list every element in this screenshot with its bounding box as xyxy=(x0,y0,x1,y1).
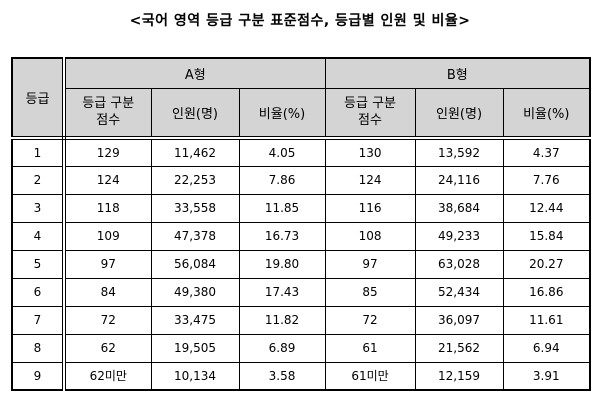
table-row: 2 124 22,253 7.86 124 24,116 7.76 xyxy=(11,165,591,195)
header-group-row: 등급 A형 B형 xyxy=(11,57,591,140)
b-score-cell: 72 xyxy=(324,305,416,335)
table-header: 등급 A형 B형 등급 구분 점수 인원(명) 비율(%) 등급 구분 점수 인… xyxy=(11,57,591,140)
a-score-cell: 97 xyxy=(63,249,152,279)
b-score-cell: 108 xyxy=(324,221,416,251)
header-a-score-line2: 점수 xyxy=(96,113,121,129)
header-a-ratio: 비율(%) xyxy=(238,87,326,140)
grade-cell: 2 xyxy=(11,165,66,195)
b-score-cell: 116 xyxy=(324,193,416,223)
b-count-cell: 38,684 xyxy=(414,193,504,223)
table-row: 7 72 33,475 11.82 72 36,097 11.61 xyxy=(11,305,591,335)
a-count-cell: 56,084 xyxy=(150,249,240,279)
table-row: 1 129 11,462 4.05 130 13,592 4.37 xyxy=(11,137,591,167)
b-count-cell: 24,116 xyxy=(414,165,504,195)
header-b-score-line1: 등급 구분 xyxy=(344,95,396,111)
b-ratio-cell: 4.37 xyxy=(502,137,591,167)
grade-cell: 7 xyxy=(11,305,66,335)
a-ratio-cell: 16.73 xyxy=(238,221,326,251)
table-row: 9 62미만 10,134 3.58 61미만 12,159 3.91 xyxy=(11,361,591,391)
header-a-score-line1: 등급 구분 xyxy=(82,95,135,111)
a-ratio-cell: 11.85 xyxy=(238,193,326,223)
b-ratio-cell: 20.27 xyxy=(502,249,591,279)
grade-cell: 1 xyxy=(11,137,66,167)
table-body: 1 129 11,462 4.05 130 13,592 4.37 2 124 … xyxy=(11,137,591,391)
a-ratio-cell: 6.89 xyxy=(238,333,326,363)
a-score-cell: 129 xyxy=(63,137,152,167)
a-count-cell: 11,462 xyxy=(150,137,240,167)
a-score-cell: 124 xyxy=(63,165,152,195)
b-ratio-cell: 3.91 xyxy=(502,361,591,391)
b-ratio-cell: 12.44 xyxy=(502,193,591,223)
b-ratio-cell: 15.84 xyxy=(502,221,591,251)
b-count-cell: 21,562 xyxy=(414,333,504,363)
header-a-count: 인원(명) xyxy=(150,87,240,140)
header-b-ratio: 비율(%) xyxy=(502,87,591,140)
table-row: 8 62 19,505 6.89 61 21,562 6.94 xyxy=(11,333,591,363)
table-row: 3 118 33,558 11.85 116 38,684 12.44 xyxy=(11,193,591,223)
b-ratio-cell: 11.61 xyxy=(502,305,591,335)
b-score-cell: 61미만 xyxy=(324,361,416,391)
a-count-cell: 10,134 xyxy=(150,361,240,391)
a-ratio-cell: 4.05 xyxy=(238,137,326,167)
page-title: <국어 영역 등급 구분 표준점수, 등급별 인원 및 비율> xyxy=(129,13,471,29)
b-count-cell: 12,159 xyxy=(414,361,504,391)
grade-distribution-table: 등급 A형 B형 등급 구분 점수 인원(명) 비율(%) 등급 구분 점수 인… xyxy=(11,57,592,391)
table-row: 4 109 47,378 16.73 108 49,233 15.84 xyxy=(11,221,591,251)
b-ratio-cell: 16.86 xyxy=(502,277,591,307)
b-ratio-cell: 6.94 xyxy=(502,333,591,363)
grade-cell: 3 xyxy=(11,193,66,223)
b-score-cell: 85 xyxy=(324,277,416,307)
b-score-cell: 130 xyxy=(324,137,416,167)
a-score-cell: 109 xyxy=(63,221,152,251)
a-count-cell: 19,505 xyxy=(150,333,240,363)
b-score-cell: 97 xyxy=(324,249,416,279)
header-group-a: A형 xyxy=(63,57,326,89)
a-count-cell: 47,378 xyxy=(150,221,240,251)
a-ratio-cell: 3.58 xyxy=(238,361,326,391)
a-score-cell: 84 xyxy=(63,277,152,307)
grade-cell: 4 xyxy=(11,221,66,251)
header-a-score: 등급 구분 점수 xyxy=(63,87,152,140)
a-count-cell: 49,380 xyxy=(150,277,240,307)
grade-cell: 6 xyxy=(11,277,66,307)
a-count-cell: 33,558 xyxy=(150,193,240,223)
header-b-score-line2: 점수 xyxy=(358,113,382,129)
header-group-b: B형 xyxy=(324,57,591,89)
b-ratio-cell: 7.76 xyxy=(502,165,591,195)
a-score-cell: 72 xyxy=(63,305,152,335)
b-score-cell: 61 xyxy=(324,333,416,363)
a-score-cell: 62 xyxy=(63,333,152,363)
header-b-count: 인원(명) xyxy=(414,87,504,140)
a-score-cell: 62미만 xyxy=(63,361,152,391)
header-b-score: 등급 구분 점수 xyxy=(324,87,416,140)
header-sub-row: 등급 구분 점수 인원(명) 비율(%) 등급 구분 점수 인원(명) 비율(%… xyxy=(12,87,591,140)
table-row: 6 84 49,380 17.43 85 52,434 16.86 xyxy=(11,277,591,307)
header-grade: 등급 xyxy=(11,57,66,140)
a-ratio-cell: 19.80 xyxy=(238,249,326,279)
b-count-cell: 63,028 xyxy=(414,249,504,279)
b-count-cell: 49,233 xyxy=(414,221,504,251)
a-ratio-cell: 11.82 xyxy=(238,305,326,335)
a-ratio-cell: 7.86 xyxy=(238,165,326,195)
a-score-cell: 118 xyxy=(63,193,152,223)
b-count-cell: 13,592 xyxy=(414,137,504,167)
b-count-cell: 52,434 xyxy=(414,277,504,307)
a-count-cell: 22,253 xyxy=(150,165,240,195)
grade-cell: 8 xyxy=(11,333,66,363)
table-row: 5 97 56,084 19.80 97 63,028 20.27 xyxy=(11,249,591,279)
grade-cell: 9 xyxy=(11,361,66,391)
grade-cell: 5 xyxy=(11,249,66,279)
b-count-cell: 36,097 xyxy=(414,305,504,335)
a-count-cell: 33,475 xyxy=(150,305,240,335)
b-score-cell: 124 xyxy=(324,165,416,195)
a-ratio-cell: 17.43 xyxy=(238,277,326,307)
